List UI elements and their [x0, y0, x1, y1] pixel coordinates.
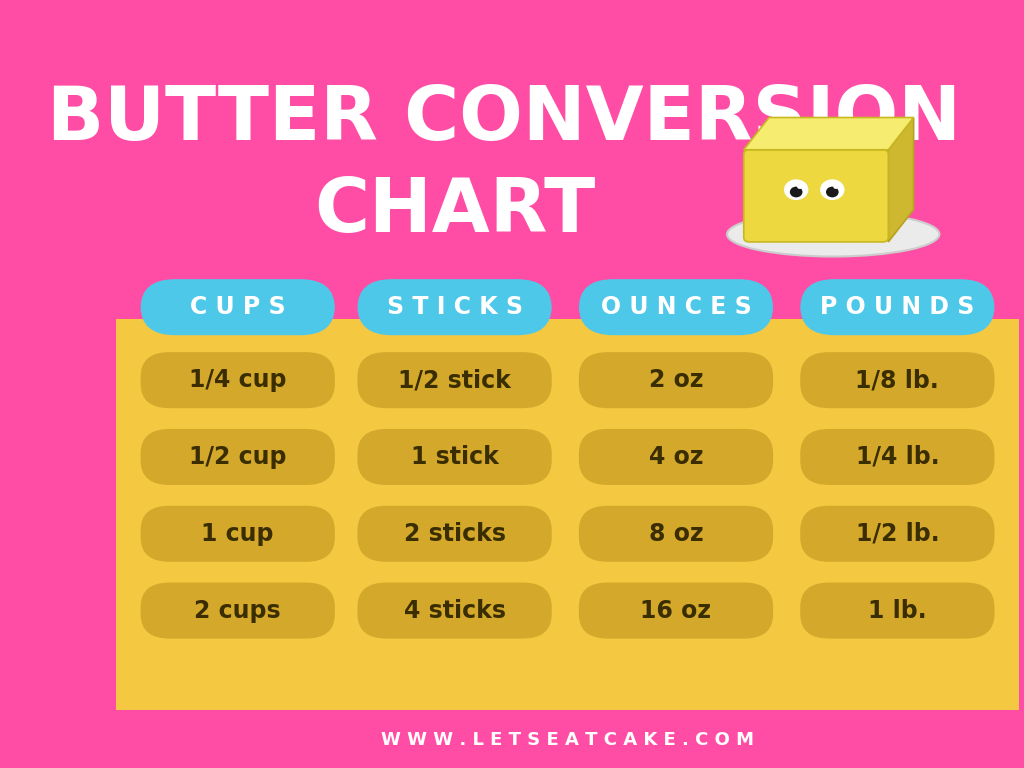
Text: 2 oz: 2 oz — [649, 368, 703, 392]
Text: 4 sticks: 4 sticks — [403, 598, 506, 623]
FancyBboxPatch shape — [140, 583, 335, 639]
Text: 1/8 lb.: 1/8 lb. — [855, 368, 939, 392]
FancyBboxPatch shape — [800, 429, 994, 485]
FancyBboxPatch shape — [579, 505, 773, 562]
Polygon shape — [743, 118, 913, 150]
FancyBboxPatch shape — [357, 280, 552, 335]
Circle shape — [797, 184, 803, 189]
FancyBboxPatch shape — [800, 280, 994, 335]
Text: 2 cups: 2 cups — [195, 598, 281, 623]
Text: 8 oz: 8 oz — [648, 521, 703, 546]
FancyBboxPatch shape — [140, 280, 335, 335]
FancyBboxPatch shape — [357, 505, 552, 562]
FancyBboxPatch shape — [357, 353, 552, 409]
FancyBboxPatch shape — [743, 150, 889, 242]
Ellipse shape — [727, 212, 939, 257]
Text: 1/2 lb.: 1/2 lb. — [856, 521, 939, 546]
Circle shape — [826, 187, 839, 197]
FancyBboxPatch shape — [140, 353, 335, 409]
FancyBboxPatch shape — [579, 353, 773, 409]
Text: C U P S: C U P S — [189, 295, 286, 319]
FancyBboxPatch shape — [800, 353, 994, 409]
FancyBboxPatch shape — [800, 583, 994, 639]
Text: 4 oz: 4 oz — [649, 445, 703, 469]
Text: 16 oz: 16 oz — [640, 598, 712, 623]
Polygon shape — [889, 118, 913, 242]
FancyBboxPatch shape — [116, 710, 1019, 768]
FancyBboxPatch shape — [140, 505, 335, 562]
Text: 1/4 lb.: 1/4 lb. — [856, 445, 939, 469]
Text: BUTTER CONVERSION: BUTTER CONVERSION — [47, 82, 962, 156]
Text: S T I C K S: S T I C K S — [387, 295, 522, 319]
Text: W W W . L E T S E A T C A K E . C O M: W W W . L E T S E A T C A K E . C O M — [381, 731, 754, 750]
FancyBboxPatch shape — [116, 0, 1019, 319]
Text: O U N C E S: O U N C E S — [601, 295, 752, 319]
Text: 1 cup: 1 cup — [202, 521, 274, 546]
FancyBboxPatch shape — [357, 583, 552, 639]
FancyBboxPatch shape — [800, 505, 994, 562]
FancyBboxPatch shape — [357, 429, 552, 485]
Text: CHART: CHART — [314, 174, 595, 248]
Text: 1/2 cup: 1/2 cup — [189, 445, 287, 469]
Text: 1 lb.: 1 lb. — [868, 598, 927, 623]
Text: 2 sticks: 2 sticks — [403, 521, 506, 546]
Text: P O U N D S: P O U N D S — [820, 295, 975, 319]
Circle shape — [784, 180, 808, 200]
FancyBboxPatch shape — [579, 429, 773, 485]
Text: 1/2 stick: 1/2 stick — [398, 368, 511, 392]
Text: 1 stick: 1 stick — [411, 445, 499, 469]
Circle shape — [834, 184, 839, 189]
FancyBboxPatch shape — [116, 319, 1019, 710]
Circle shape — [790, 187, 803, 197]
FancyBboxPatch shape — [140, 429, 335, 485]
FancyBboxPatch shape — [579, 583, 773, 639]
FancyBboxPatch shape — [579, 280, 773, 335]
Text: 1/4 cup: 1/4 cup — [189, 368, 287, 392]
Circle shape — [820, 180, 845, 200]
